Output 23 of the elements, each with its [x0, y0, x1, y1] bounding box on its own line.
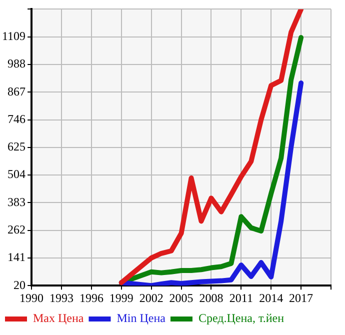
y-tick-label: 625	[8, 140, 26, 154]
y-tick-label: 504	[8, 167, 26, 182]
y-tick-label: 1109	[2, 28, 26, 43]
y-tick-label: 867	[8, 84, 26, 98]
x-tick-label: 2014	[259, 290, 284, 305]
legend-label: Min Цена	[116, 311, 166, 326]
x-tick-label: 1993	[50, 290, 74, 305]
y-tick-label: 20	[14, 278, 26, 292]
x-tick-label: 2002	[139, 290, 164, 305]
x-tick-label: 2011	[229, 290, 253, 305]
x-tick-label: 2005	[169, 290, 194, 305]
x-tick-label: 1990	[20, 290, 44, 305]
x-tick-label: 1999	[109, 290, 134, 305]
y-tick-label: 141	[8, 250, 26, 264]
legend-label: Max Цена	[33, 311, 84, 326]
x-tick-label: 2008	[199, 290, 224, 305]
y-tick-label: 383	[8, 194, 26, 209]
x-tick-label: 1996	[79, 290, 104, 305]
y-tick-label: 746	[8, 112, 26, 126]
y-tick-label: 262	[8, 222, 26, 236]
y-tick-label: 988	[8, 56, 26, 71]
x-tick-label: 2017	[289, 290, 314, 305]
legend-label: Сред.Цена, т.йен	[198, 311, 285, 326]
